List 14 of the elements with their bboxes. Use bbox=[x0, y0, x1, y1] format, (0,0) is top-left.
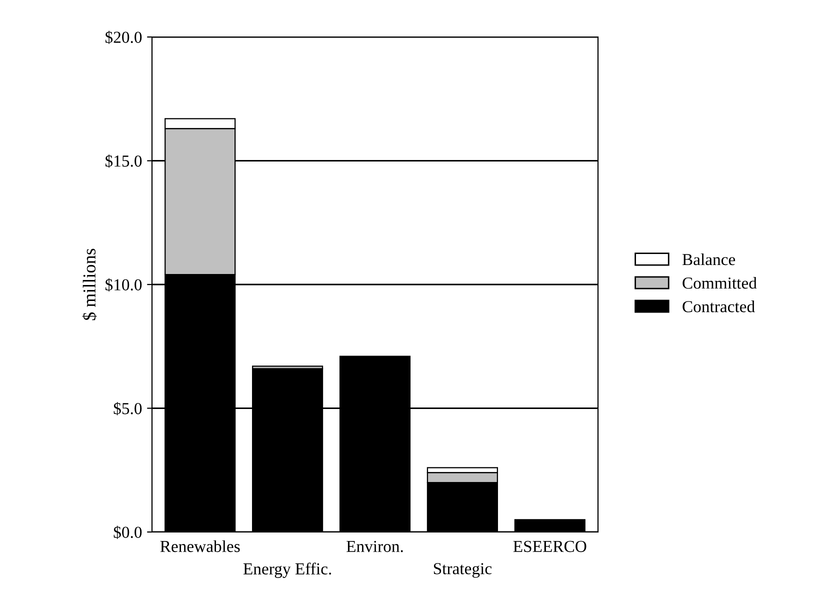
y-tick-label: $0.0 bbox=[114, 526, 142, 540]
legend-label: Contracted bbox=[682, 300, 755, 312]
legend-label: Balance bbox=[682, 253, 736, 266]
x-tick-label: Energy Effic. bbox=[243, 562, 332, 578]
legend-label: Committed bbox=[682, 276, 757, 289]
x-tick-label: Renewables bbox=[160, 540, 240, 552]
x-tick-label: ESEERCO bbox=[513, 540, 586, 552]
y-axis-title: $ millions bbox=[82, 248, 97, 320]
y-tick-label: $10.0 bbox=[105, 278, 142, 292]
y-tick-label: $5.0 bbox=[114, 402, 142, 416]
y-tick-label: $15.0 bbox=[105, 154, 142, 168]
x-tick-label: Strategic bbox=[434, 563, 492, 578]
x-tick-label: Environ. bbox=[346, 540, 403, 552]
y-tick-label: $20.0 bbox=[105, 30, 142, 44]
